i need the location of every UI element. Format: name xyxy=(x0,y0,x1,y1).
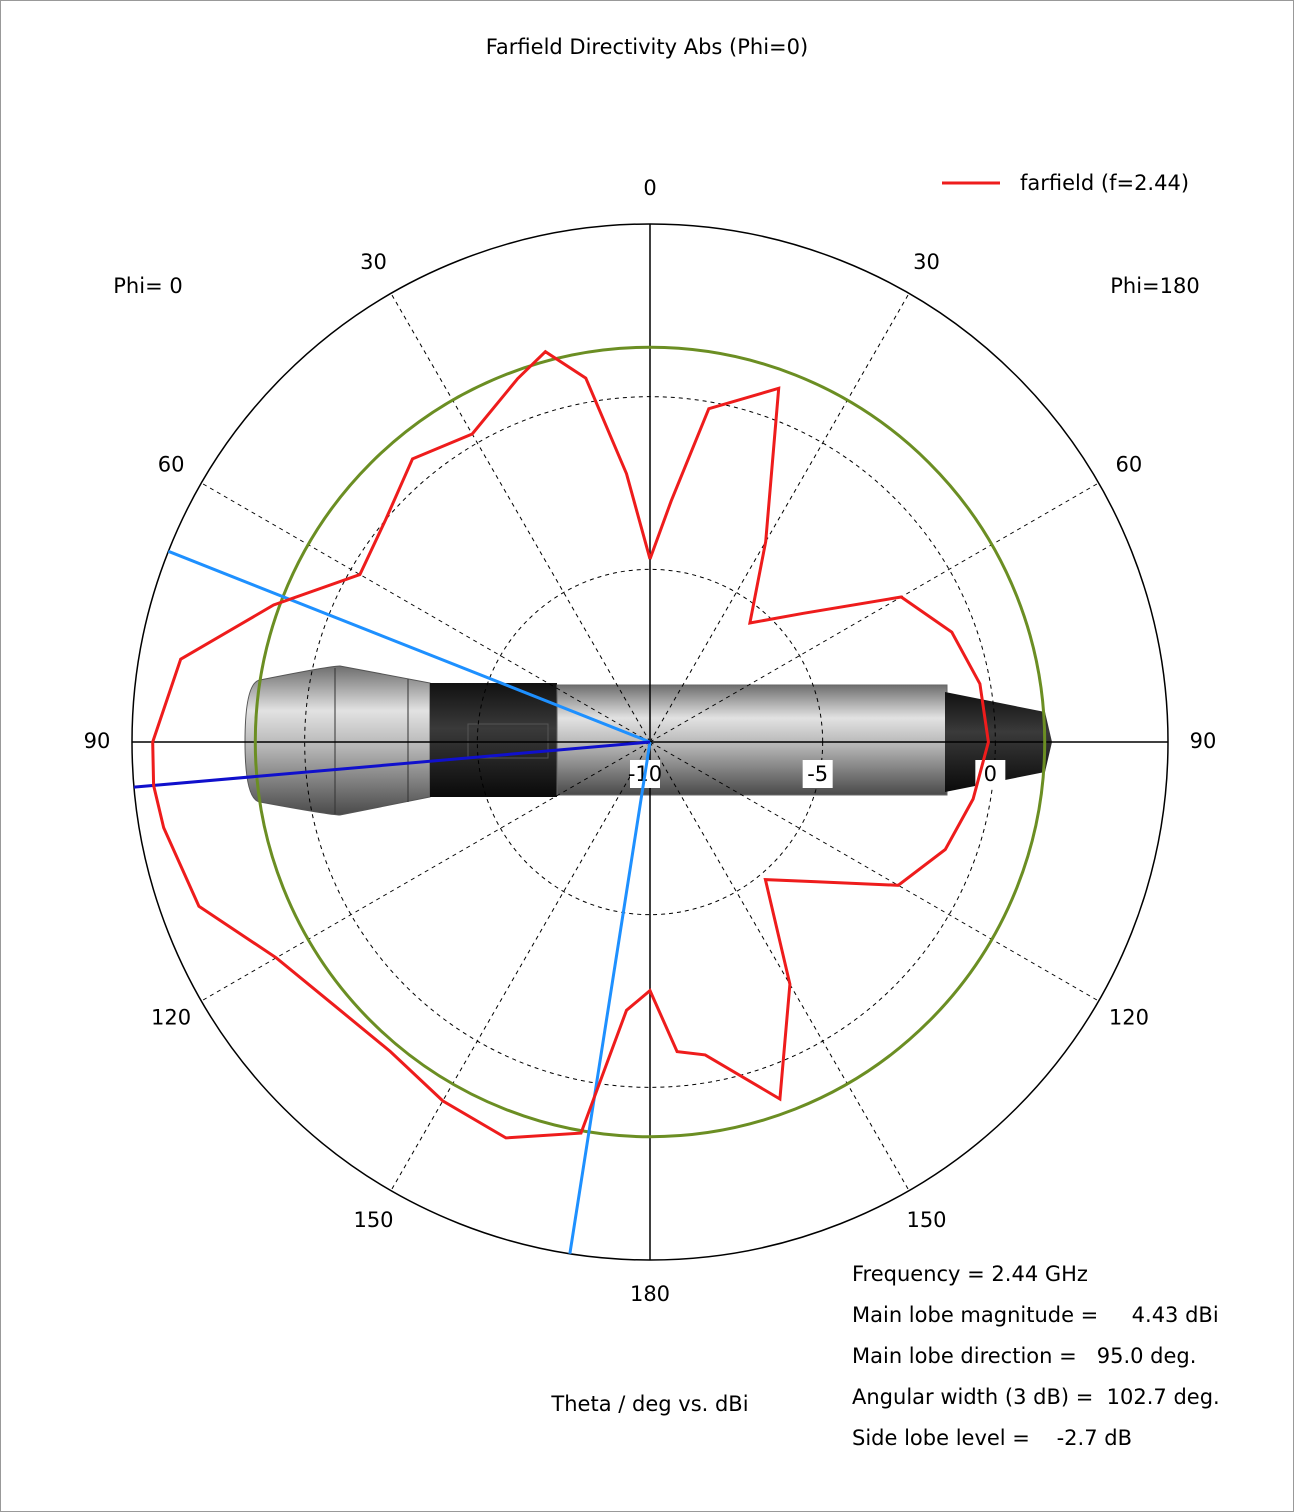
theta-tick-label: 30 xyxy=(360,250,387,274)
theta-tick-label: 120 xyxy=(151,1006,191,1030)
spoke xyxy=(201,741,651,1002)
r-tick-label: -5 xyxy=(807,762,828,786)
theta-tick-label: 0 xyxy=(643,176,656,200)
legend-label: farfield (f=2.44) xyxy=(1020,171,1189,195)
right-label: Phi=180 xyxy=(1110,274,1200,298)
spoke xyxy=(649,741,1099,1002)
beam-edge xyxy=(568,741,652,1254)
spoke xyxy=(201,482,651,743)
chart-title: Farfield Directivity Abs (Phi=0) xyxy=(486,35,808,59)
left-label: Phi= 0 xyxy=(113,274,182,298)
theta-tick-label: 120 xyxy=(1109,1006,1149,1030)
r-label-bg xyxy=(802,760,833,788)
theta-tick-label: 180 xyxy=(630,1282,670,1306)
annotation: Main lobe direction = 95.0 deg. xyxy=(852,1344,1196,1368)
annotation: Angular width (3 dB) = 102.7 deg. xyxy=(852,1385,1220,1409)
ring xyxy=(476,568,824,916)
theta-tick-label: 60 xyxy=(158,453,185,477)
theta-tick-label: 90 xyxy=(1190,729,1217,753)
theta-tick-label: 30 xyxy=(913,250,940,274)
device-image xyxy=(244,665,1052,816)
spoke xyxy=(390,293,651,743)
annotation: Side lobe level = -2.7 dB xyxy=(852,1426,1132,1450)
series-line xyxy=(151,349,990,1140)
theta-tick-label: 90 xyxy=(84,729,111,753)
spoke xyxy=(649,741,910,1191)
theta-tick-label: 150 xyxy=(906,1208,946,1232)
theta-tick-label: 150 xyxy=(353,1208,393,1232)
spoke xyxy=(649,482,1099,743)
annotation: Frequency = 2.44 GHz xyxy=(852,1262,1088,1286)
threshold-circle xyxy=(253,345,1047,1139)
spoke xyxy=(649,293,910,743)
spoke xyxy=(390,741,651,1191)
main-lobe xyxy=(133,740,651,789)
r-tick-label: 0 xyxy=(984,762,997,786)
beam-edge xyxy=(167,549,651,744)
theta-tick-label: 60 xyxy=(1116,453,1143,477)
ring xyxy=(304,396,996,1088)
annotation: Main lobe magnitude = 4.43 dBi xyxy=(852,1303,1219,1327)
axis-label: Theta / deg vs. dBi xyxy=(550,1392,748,1416)
